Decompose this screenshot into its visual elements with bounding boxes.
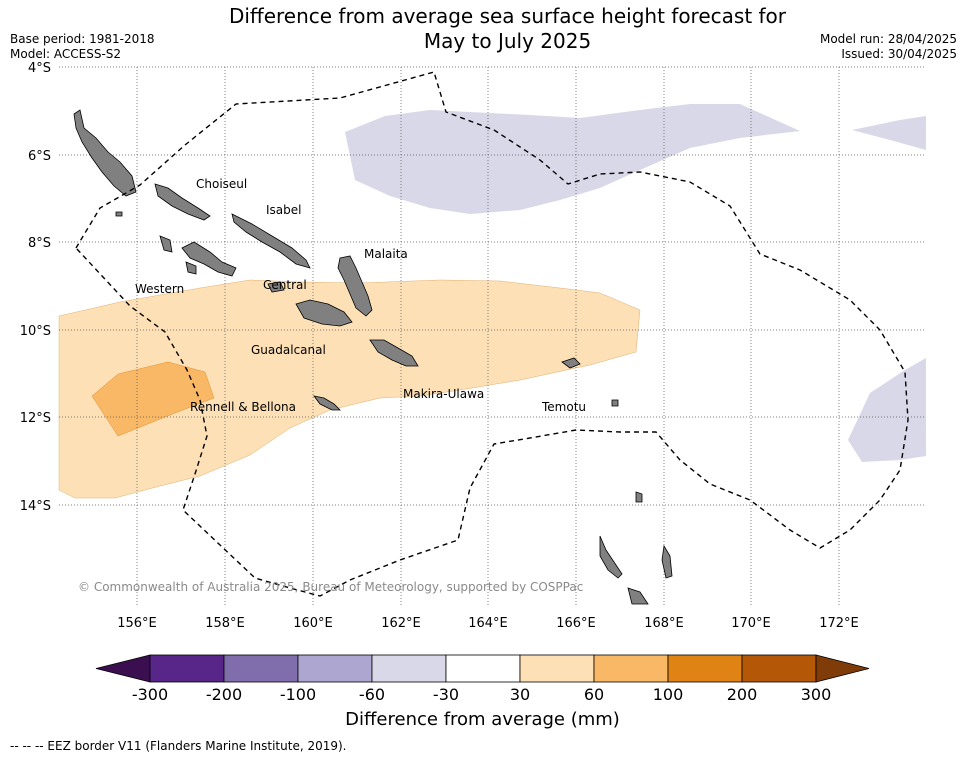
lat-tick-label: 12°S (20, 411, 51, 426)
region-label-temotu: Temotu (541, 400, 586, 414)
colorbar-tick-label: -200 (206, 685, 242, 704)
lon-tick-label: 164°E (468, 616, 508, 631)
lon-tick-label: 156°E (117, 616, 157, 631)
region-label-malaita: Malaita (364, 247, 408, 261)
lat-tick-label: 8°S (28, 236, 51, 251)
title-line-2: May to July 2025 (423, 29, 592, 53)
colorbar-tick-label: 300 (801, 685, 832, 704)
island-guadalcanal (295, 299, 353, 327)
colorbar-tick-label: 200 (727, 685, 758, 704)
model-name: Model: ACCESS-S2 (10, 47, 122, 61)
colorbar-extend-low (95, 654, 151, 683)
colorbar-box (593, 654, 669, 683)
base-period: Base period: 1981-2018 (10, 32, 155, 46)
lon-tick-label: 162°E (381, 616, 421, 631)
colorbar: -300 -200 -100 -60 -30 30 60 100 200 300 (95, 654, 870, 704)
region-labels: Choiseul Isabel Malaita Western Central … (135, 177, 586, 414)
colorbar-tick-label: -30 (433, 685, 459, 704)
lon-tick-label: 172°E (819, 616, 859, 631)
region-label-choiseul: Choiseul (196, 177, 247, 191)
lon-tick-label: 158°E (205, 616, 245, 631)
colorbar-label: Difference from average (mm) (345, 709, 620, 730)
island-vanuatu-south (627, 587, 649, 605)
lon-tick-labels: 156°E 158°E 160°E 162°E 164°E 166°E 168°… (117, 616, 859, 631)
lon-tick-label: 160°E (293, 616, 333, 631)
lat-tick-label: 10°S (20, 324, 51, 339)
colorbar-box (445, 654, 521, 683)
region-label-guadalcanal: Guadalcanal (251, 343, 326, 357)
anomaly-negative-northeast (852, 116, 926, 150)
lon-tick-label: 166°E (556, 616, 596, 631)
anomaly-positive-30-60 (58, 279, 641, 499)
island-vanuatu-north (599, 535, 623, 579)
lon-tick-label: 168°E (644, 616, 684, 631)
island-makira (369, 339, 419, 367)
map-panel: Choiseul Isabel Malaita Western Central … (20, 61, 926, 631)
island-isabel (231, 213, 311, 269)
colorbar-box (297, 654, 373, 683)
island-ranongga (185, 261, 197, 275)
colorbar-tick-label: 30 (510, 685, 530, 704)
island-vella (159, 235, 173, 253)
island-shortland (115, 211, 123, 217)
eez-border (75, 71, 909, 597)
lat-tick-labels: 4°S 6°S 8°S 10°S 12°S 14°S (20, 61, 51, 514)
island-banks (635, 491, 643, 503)
island-santa-cruz (561, 357, 581, 369)
colorbar-box (667, 654, 743, 683)
colorbar-box (741, 654, 817, 683)
colorbar-tick-label: -60 (359, 685, 385, 704)
island-central (267, 281, 285, 293)
islands (73, 109, 673, 605)
anomaly-shading (58, 104, 926, 499)
region-label-central: Central (263, 278, 307, 292)
island-vanikoro (611, 399, 619, 407)
model-run: Model run: 28/04/2025 (819, 32, 957, 46)
colorbar-tick-label: -100 (280, 685, 316, 704)
lat-tick-label: 14°S (20, 499, 51, 514)
colorbar-tick-label: 100 (653, 685, 684, 704)
island-choiseul (154, 183, 211, 221)
island-malaita (337, 255, 373, 317)
gridlines (59, 66, 926, 605)
colorbar-box (223, 654, 299, 683)
island-bougainville (73, 109, 137, 197)
lat-tick-label: 6°S (28, 149, 51, 164)
anomaly-positive-60-100 (91, 361, 215, 437)
colorbar-box (149, 654, 225, 683)
colorbar-extend-high (815, 654, 870, 683)
anomaly-negative-north (345, 104, 800, 214)
colorbar-boxes (95, 654, 870, 683)
island-vanuatu-east (661, 544, 673, 579)
region-label-rennell-bellona: Rennell & Bellona (190, 400, 296, 414)
colorbar-tick-label: -300 (132, 685, 168, 704)
region-label-isabel: Isabel (266, 203, 301, 217)
lon-tick-label: 170°E (731, 616, 771, 631)
copyright-notice: © Commonwealth of Australia 2025, Bureau… (78, 580, 584, 594)
lat-tick-label: 4°S (28, 61, 51, 76)
colorbar-tick-label: 60 (584, 685, 604, 704)
map-title: Difference from average sea surface heig… (180, 4, 835, 54)
anomaly-negative-east (848, 358, 926, 462)
colorbar-tick-labels: -300 -200 -100 -60 -30 30 60 100 200 300 (132, 685, 831, 704)
title-line-1: Difference from average sea surface heig… (228, 4, 787, 28)
island-new-georgia (181, 241, 237, 277)
meta-left: Base period: 1981-2018 Model: ACCESS-S2 (10, 32, 155, 62)
region-label-makira-ulawa: Makira-Ulawa (403, 387, 484, 401)
eez-footnote: -- -- -- EEZ border V11 (Flanders Marine… (10, 739, 347, 753)
region-label-western: Western (135, 282, 184, 296)
colorbar-box (371, 654, 447, 683)
meta-right: Model run: 28/04/2025 Issued: 30/04/2025 (820, 32, 957, 62)
issued-date: Issued: 30/04/2025 (841, 47, 957, 61)
colorbar-box (519, 654, 595, 683)
island-rennell (313, 395, 341, 411)
